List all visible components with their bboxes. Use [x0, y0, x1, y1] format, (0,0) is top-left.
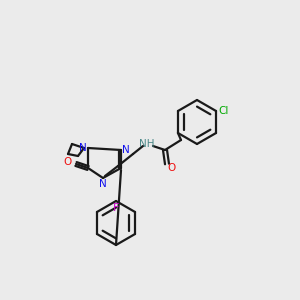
Text: N: N [99, 179, 107, 189]
Text: N: N [122, 145, 130, 155]
Text: O: O [167, 163, 175, 173]
Text: N: N [79, 143, 87, 153]
Text: Cl: Cl [219, 106, 229, 116]
Text: NH: NH [139, 139, 155, 149]
Text: F: F [113, 203, 119, 213]
Text: O: O [64, 157, 72, 167]
